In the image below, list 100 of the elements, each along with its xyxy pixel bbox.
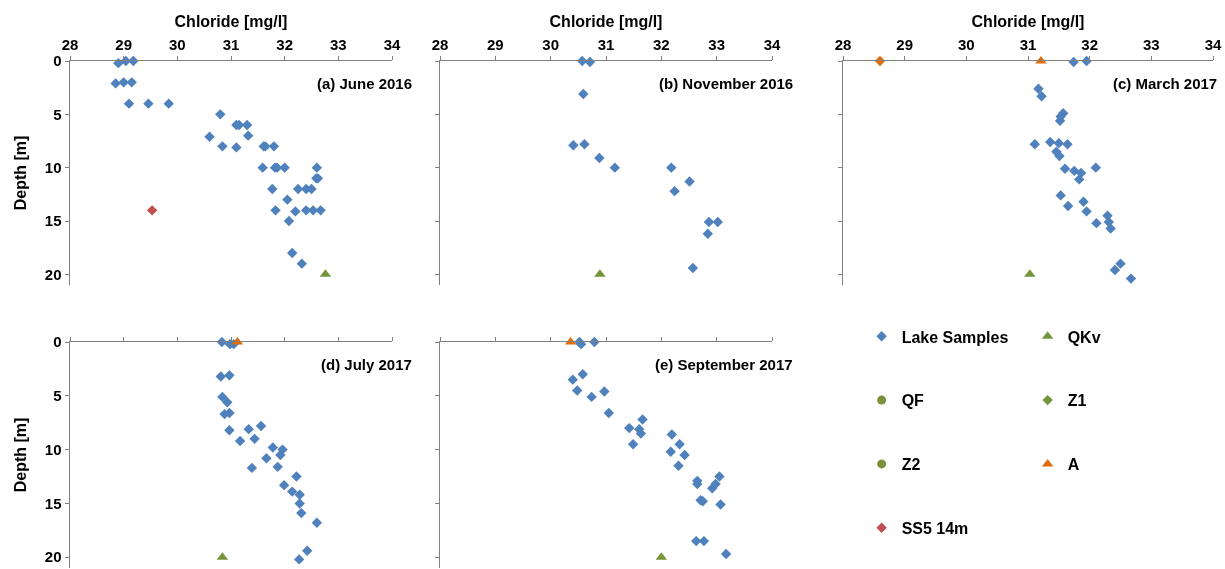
x-tick-label: 34 (383, 35, 401, 53)
point (1036, 91, 1047, 102)
point (249, 433, 260, 445)
point (1055, 190, 1066, 201)
point (123, 98, 135, 109)
x-tick-label: 32 (276, 35, 294, 53)
x-tick-label: 28 (834, 35, 852, 53)
point (666, 162, 677, 173)
point (302, 545, 313, 556)
point (599, 386, 610, 397)
point (603, 407, 614, 419)
point (1125, 273, 1137, 284)
point (572, 385, 583, 396)
point (715, 499, 726, 510)
point (143, 98, 154, 109)
point (222, 397, 233, 408)
legend-label: Lake Samples (901, 328, 1009, 346)
point (267, 442, 279, 453)
point (146, 205, 158, 216)
point (255, 420, 267, 432)
text: (a) June 2016 (317, 75, 413, 92)
point (296, 507, 307, 519)
x-tick-label: 31 (1019, 35, 1037, 53)
point (294, 498, 305, 509)
point (311, 162, 323, 173)
point (666, 429, 678, 440)
point (1081, 206, 1092, 217)
point (586, 391, 597, 403)
point (261, 453, 272, 464)
point (282, 194, 293, 205)
point (296, 258, 308, 269)
point (637, 414, 648, 425)
x-axis-title: Chloride [mg/l] (971, 12, 1085, 30)
point (283, 215, 295, 227)
point (624, 422, 635, 434)
x-tick-label: 33 (708, 35, 726, 53)
point (714, 471, 725, 482)
legend-label: A (1067, 456, 1080, 474)
x-tick-label: 33 (329, 35, 347, 53)
point (243, 423, 254, 435)
point (311, 517, 323, 528)
x-tick-label: 34 (1204, 35, 1222, 53)
x-tick-label: 30 (168, 35, 186, 53)
x-tick-label: 29 (115, 35, 133, 53)
point (268, 141, 280, 152)
point (720, 548, 732, 560)
point (1059, 163, 1071, 174)
point (224, 370, 235, 381)
legend-label: QF (901, 392, 925, 410)
point (217, 141, 228, 152)
point (684, 176, 695, 187)
point (579, 139, 590, 150)
point (217, 391, 228, 403)
x-tick-label: 32 (652, 35, 670, 53)
point (1053, 137, 1065, 149)
point (687, 262, 699, 274)
point (627, 439, 639, 450)
point (1078, 196, 1089, 207)
point (665, 446, 676, 457)
point (1062, 139, 1073, 150)
point (267, 183, 278, 195)
point (673, 460, 684, 471)
point (712, 216, 723, 228)
y-tick-label: 0 (53, 333, 62, 351)
y-tick-label: 0 (53, 52, 62, 70)
point (242, 130, 254, 141)
y-tick-label: 10 (44, 158, 62, 176)
x-tick-label: 32 (1081, 35, 1099, 53)
point (679, 449, 690, 461)
point (1029, 139, 1040, 150)
x-axis-title: Chloride [mg/l] (549, 12, 663, 30)
point (1033, 83, 1044, 94)
point (215, 109, 226, 120)
y-tick-label: 5 (53, 387, 62, 405)
point (874, 55, 886, 67)
point (286, 486, 298, 497)
point (294, 489, 305, 501)
x-tick-label: 28 (61, 35, 79, 53)
point (1090, 162, 1102, 173)
point (568, 140, 579, 151)
y-tick-label: 10 (44, 440, 62, 458)
point (1109, 264, 1121, 276)
point (234, 435, 246, 447)
point (609, 162, 621, 173)
legend-label: Z1 (1067, 392, 1087, 410)
legend-label: SS5 14m (901, 519, 969, 537)
y-tick-label: 15 (44, 494, 62, 512)
point (204, 131, 215, 142)
point (674, 439, 685, 450)
point (126, 77, 137, 88)
text: (c) March 2017 (1113, 75, 1218, 92)
y-tick-label: 5 (53, 105, 62, 123)
point (290, 206, 301, 217)
point (577, 369, 588, 380)
point (291, 471, 302, 482)
point (669, 185, 680, 197)
point (163, 98, 174, 109)
point (246, 462, 258, 474)
point (286, 247, 298, 259)
point (1091, 217, 1102, 229)
